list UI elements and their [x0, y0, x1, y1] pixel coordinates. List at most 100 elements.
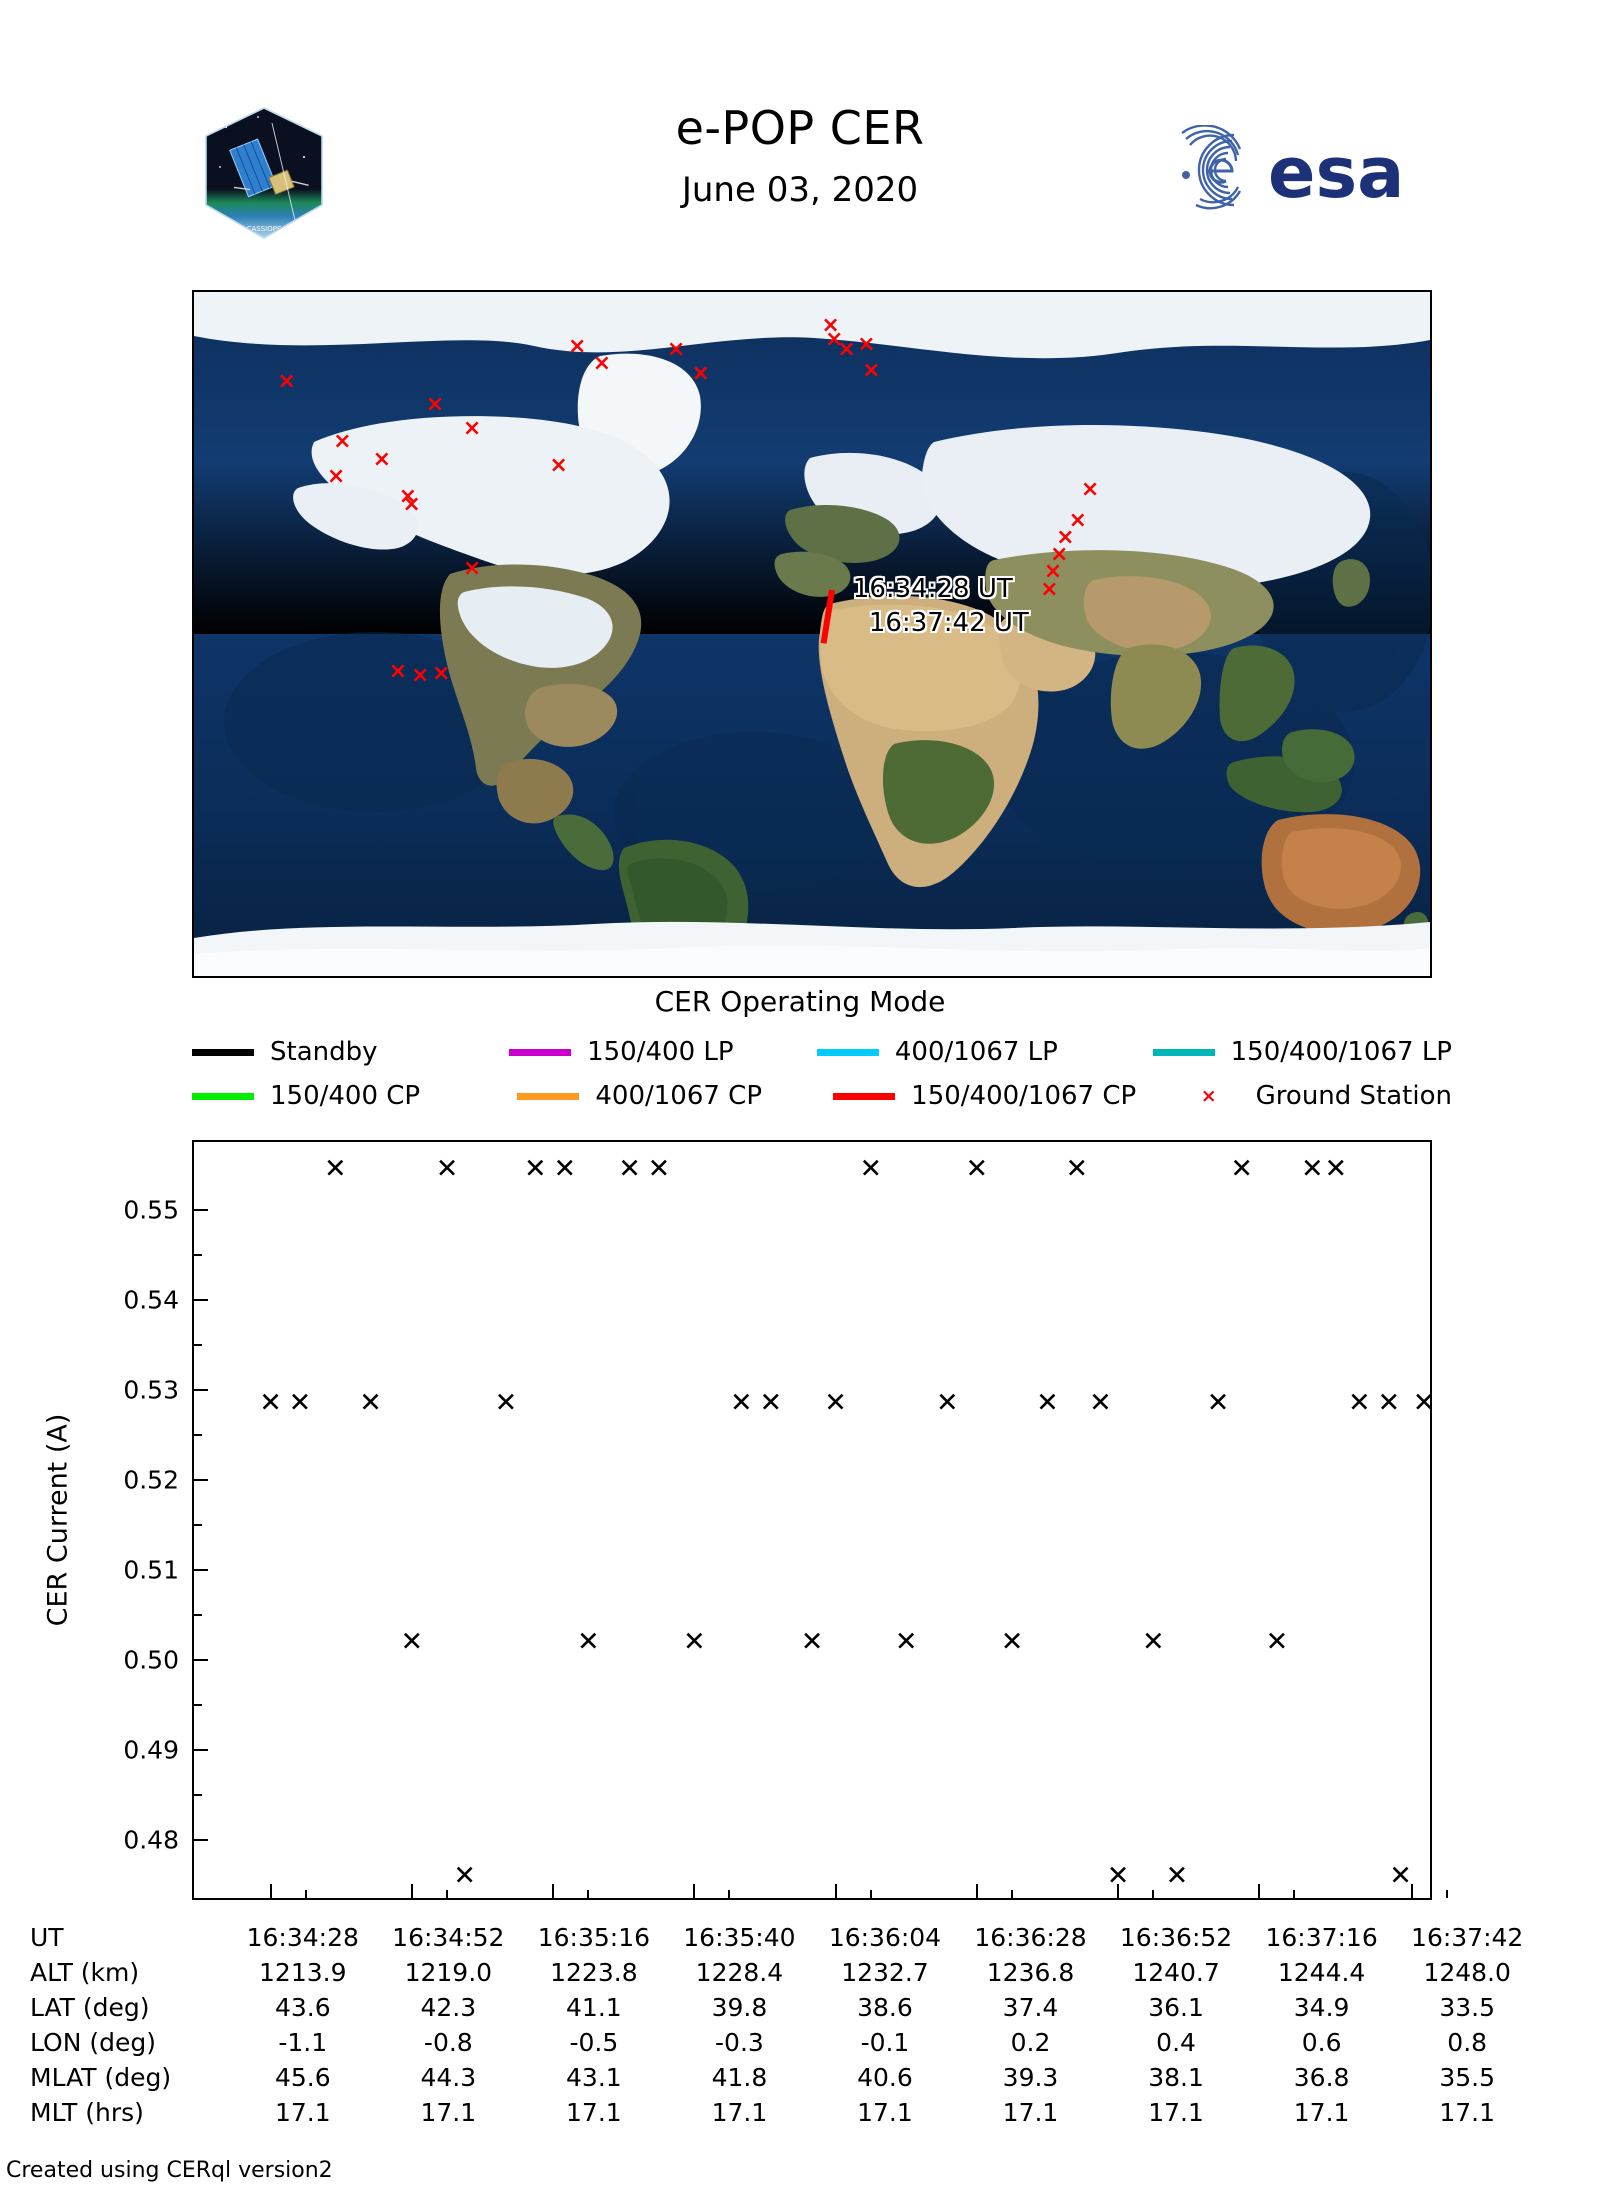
mission-logo-caption: CASSIOPE — [247, 225, 282, 233]
legend-item-150-400-1067-cp: 150/400/1067 CP — [833, 1081, 1178, 1111]
ground-station-marker: × — [431, 660, 451, 686]
ground-station-marker: × — [425, 391, 445, 417]
y-axis-tick — [194, 1658, 208, 1661]
table-cell: -0.1 — [860, 2028, 910, 2057]
x-axis-minor-tick — [728, 1890, 731, 1898]
data-point-marker: ✕ — [682, 1626, 706, 1657]
data-point-marker: ✕ — [453, 1860, 477, 1891]
legend-label: 150/400/1067 CP — [911, 1081, 1137, 1111]
x-axis-minor-tick — [1152, 1890, 1155, 1898]
ground-station-marker: × — [333, 429, 352, 455]
table-cell: -0.3 — [715, 2028, 764, 2057]
table-cell: 16:34:28 — [246, 1923, 359, 1952]
ground-station-marker: × — [1068, 508, 1087, 534]
data-point-marker: ✕ — [1324, 1153, 1348, 1185]
y-axis-tick — [194, 1478, 208, 1481]
ground-station-marker: × — [691, 361, 710, 387]
y-axis-tick — [194, 1298, 208, 1301]
table-cell: 38.6 — [857, 1993, 913, 2022]
ground-station-marker: × — [821, 313, 840, 339]
world-map-graphic — [194, 292, 1430, 976]
table-cell: 39.8 — [711, 1993, 768, 2022]
data-point-marker: ✕ — [323, 1153, 347, 1185]
table-cell: 17.1 — [857, 2098, 913, 2127]
legend-label: 150/400/1067 LP — [1230, 1037, 1452, 1067]
table-cell: 41.1 — [566, 1993, 622, 2022]
y-axis-tick-label: 0.51 — [123, 1555, 179, 1584]
data-point-marker: ✕ — [894, 1626, 918, 1657]
x-axis-tick — [975, 1884, 978, 1898]
table-row-label: MLT (hrs) — [30, 2098, 144, 2127]
esa-logo-wordmark: esa — [1268, 132, 1404, 214]
table-cell: 17.1 — [1439, 2098, 1496, 2127]
ground-station-marker: × — [462, 415, 482, 441]
x-axis-minor-tick — [445, 1890, 448, 1898]
data-point-marker: ✕ — [1165, 1860, 1189, 1891]
world-map-panel: 16:34:28 UT 16:37:42 UT × × × × × × × × × × × × × × × ×… — [192, 290, 1432, 978]
table-cell: 36.8 — [1293, 2063, 1350, 2092]
table-row-label: LON (deg) — [30, 2028, 156, 2057]
x-axis-tick — [410, 1884, 413, 1898]
track-start-time-label: 16:34:28 UT — [852, 573, 1013, 604]
table-cell: 43.6 — [274, 1993, 331, 2022]
table-cell: 17.1 — [274, 2098, 331, 2127]
table-row-label: ALT (km) — [30, 1958, 140, 1987]
y-axis-tick-label: 0.48 — [123, 1825, 179, 1854]
table-row: LON (deg) -1.1 -0.8 -0.5 -0.3 -0.1 0.2 0.4 0.6 0.… — [0, 2025, 1540, 2060]
data-point-marker: ✕ — [1106, 1860, 1130, 1891]
legend-item-standby: Standby — [192, 1037, 509, 1067]
ground-station-marker: × — [410, 663, 430, 689]
x-axis-minor-tick — [869, 1890, 872, 1898]
x-axis-tick — [1117, 1884, 1120, 1898]
table-cell: -1.1 — [278, 2028, 328, 2057]
data-point-marker: ✕ — [1300, 1153, 1324, 1185]
table-cell: 16:36:28 — [974, 1923, 1087, 1952]
table-row: UT 16:34:28 16:34:52 16:35:16 16:35:40 16:36:… — [0, 1920, 1540, 1955]
table-cell: 17.1 — [1293, 2098, 1350, 2127]
data-point-marker: ✕ — [400, 1626, 424, 1657]
table-cell: 39.3 — [1002, 2063, 1059, 2092]
ground-station-marker: × — [857, 332, 876, 358]
esa-logo: esa — [1160, 124, 1460, 215]
ground-station-marker: × — [1080, 477, 1100, 503]
data-point-marker: ✕ — [730, 1387, 753, 1419]
y-axis-minor-tick — [194, 1793, 202, 1796]
data-point-marker: ✕ — [647, 1153, 671, 1185]
table-cell: 41.8 — [711, 2063, 768, 2092]
x-axis-minor-tick — [1293, 1890, 1296, 1898]
data-point-marker: ✕ — [1000, 1626, 1024, 1657]
data-point-marker: ✕ — [1412, 1387, 1436, 1419]
data-point-marker: ✕ — [359, 1387, 382, 1419]
x-axis-tick — [1258, 1884, 1261, 1898]
table-cell: 45.6 — [274, 2063, 331, 2092]
legend-color-swatch — [192, 1092, 254, 1100]
data-point-marker: ✕ — [1036, 1387, 1059, 1419]
data-point-marker: ✕ — [1065, 1153, 1089, 1185]
data-point-marker: ✕ — [524, 1153, 547, 1185]
legend-label: 400/1067 CP — [595, 1081, 763, 1111]
y-axis-minor-tick — [194, 1343, 202, 1346]
table-row: MLAT (deg) 45.6 44.3 43.1 41.8 40.6 39.3 38.1 36… — [0, 2060, 1540, 2095]
data-point-marker: ✕ — [965, 1153, 989, 1185]
table-cell: 16:37:16 — [1265, 1923, 1378, 1952]
title-block: e-POP CER June 03, 2020 — [420, 100, 1180, 216]
table-cell: 35.5 — [1439, 2063, 1496, 2092]
ground-station-marker: × — [1056, 525, 1075, 551]
page-title: e-POP CER — [675, 101, 925, 155]
table-cell: 0.8 — [1447, 2028, 1488, 2057]
ground-station-marker: × — [388, 658, 408, 684]
data-point-marker: ✕ — [800, 1626, 824, 1657]
legend-item-150-400-1067-lp: 150/400/1067 LP — [1152, 1037, 1452, 1067]
table-cell: 37.4 — [1002, 1993, 1059, 2022]
table-row-label: UT — [30, 1923, 64, 1952]
table-cell: 1223.8 — [550, 1958, 638, 1987]
data-point-marker: ✕ — [824, 1387, 847, 1419]
table-cell: 0.4 — [1156, 2028, 1196, 2057]
y-axis-label: CER Current (A) — [42, 1413, 74, 1627]
page-subtitle-date: June 03, 2020 — [681, 170, 919, 210]
table-cell: 36.1 — [1148, 1993, 1204, 2022]
table-cell: 17.1 — [1148, 2098, 1204, 2127]
data-point-marker: ✕ — [553, 1153, 577, 1185]
legend-item-400-1067-lp: 400/1067 LP — [816, 1037, 1153, 1067]
table-cell: 1244.4 — [1277, 1958, 1366, 1987]
